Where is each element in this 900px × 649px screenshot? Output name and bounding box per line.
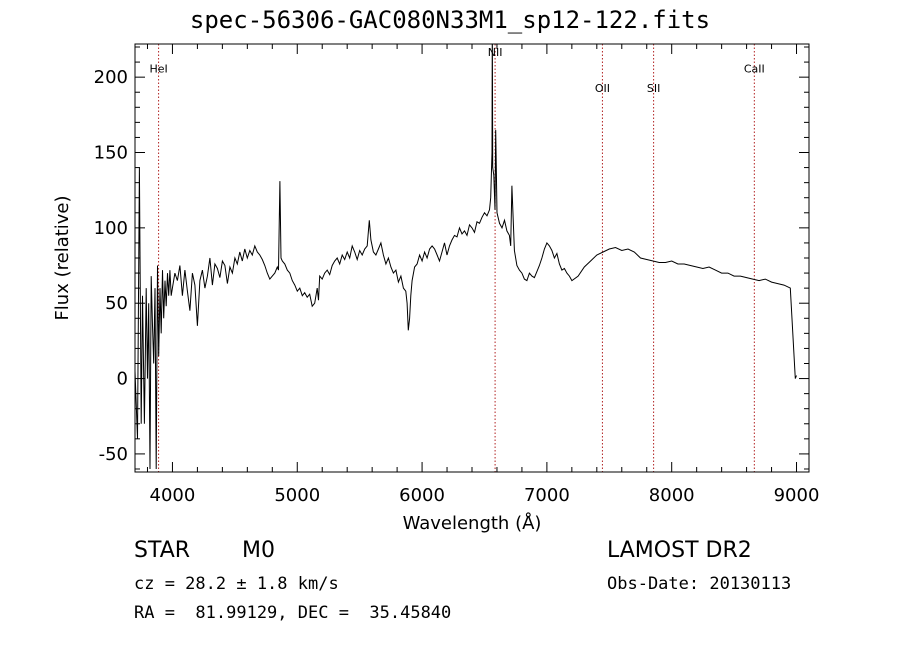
x-tick-label: 5000: [274, 485, 320, 506]
redshift-cz: cz = 28.2 ± 1.8 km/s: [134, 574, 339, 594]
y-tick-label: 200: [94, 67, 128, 88]
y-axis-label: Flux (relative): [52, 195, 73, 320]
y-tick-label: 50: [105, 293, 128, 314]
line-label-oii: OII: [595, 82, 610, 95]
spectrum-series-1: [135, 44, 797, 470]
plot-layer: HeI NII OII SII CaII: [135, 44, 797, 472]
y-tick-label: -50: [99, 444, 128, 465]
axis-layer: 4000 5000 6000 7000 8000 9000 -50 0 50 100 150 200: [94, 44, 820, 506]
spectrum-file-title: spec-56306-GAC080N33M1_sp12-122.fits: [189, 6, 711, 34]
x-tick-label: 8000: [649, 485, 695, 506]
spectral-subclass: M0: [242, 538, 275, 563]
line-label-nii: NII: [488, 46, 503, 59]
object-type: STAR: [134, 538, 191, 563]
observation-date: Obs-Date: 20130113: [607, 574, 792, 594]
survey-name: LAMOST DR2: [607, 538, 752, 563]
line-label-caii: CaII: [744, 63, 765, 76]
ra-dec-coordinates: RA = 81.99129, DEC = 35.45840: [134, 603, 452, 623]
x-tick-label: 7000: [524, 485, 570, 506]
line-label-sii: SII: [647, 82, 660, 95]
y-tick-label: 150: [94, 143, 128, 164]
x-tick-label: 4000: [150, 485, 196, 506]
y-tick-label: 100: [94, 218, 128, 239]
x-axis-label: Wavelength (Å): [403, 512, 542, 534]
line-label-hei: HeI: [149, 63, 167, 76]
x-tick-label: 6000: [399, 485, 445, 506]
y-tick-label: 0: [117, 369, 128, 390]
x-tick-label: 9000: [774, 485, 820, 506]
plot-frame: [134, 43, 810, 473]
